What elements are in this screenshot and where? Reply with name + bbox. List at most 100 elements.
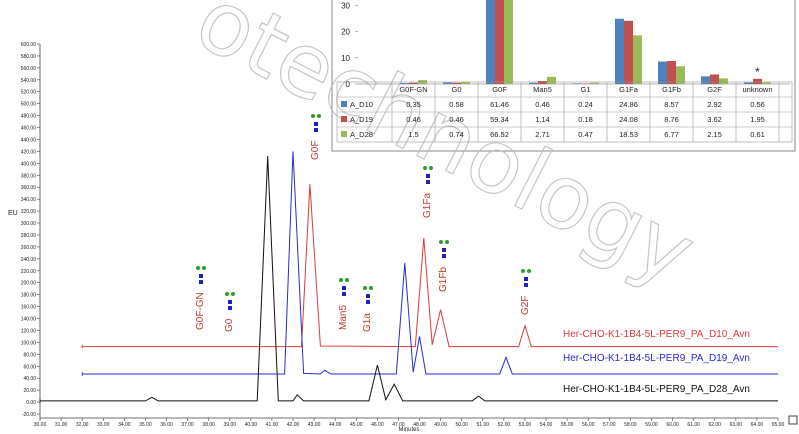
legend-label: Her-CHO-K1-1B4-5L-PER9_PA_D28_Avn — [563, 384, 750, 395]
table-value: 0.46 — [535, 100, 550, 109]
glycan-icon — [366, 300, 370, 304]
y-tick-label: 40.00 — [23, 376, 36, 382]
y-tick-label: 380.00 — [21, 173, 37, 179]
category-label: G1Fa — [619, 85, 639, 94]
table-value: 0.46 — [406, 115, 421, 124]
table-value: 0.35 — [406, 100, 421, 109]
bar — [486, 0, 495, 85]
x-tick-label: 63.00 — [730, 422, 743, 428]
x-tick-label: 37.00 — [181, 422, 194, 428]
y-tick-label: -20.00 — [22, 412, 36, 418]
peak-label: G0 — [224, 318, 235, 332]
glycan-icon — [199, 280, 203, 284]
trace-line — [40, 156, 778, 402]
x-tick-label: 40.00 — [245, 422, 258, 428]
peak-label: G1a — [362, 313, 373, 332]
glycan-icon — [521, 269, 525, 273]
bar — [443, 82, 452, 84]
y-tick-label: 280.00 — [21, 233, 37, 239]
glycan-icon — [311, 114, 315, 118]
x-tick-label: 44.00 — [329, 422, 342, 428]
y-tick-label: 20 — [341, 28, 350, 37]
table-value: 1.95 — [750, 115, 765, 124]
y-tick-label: 320.00 — [21, 209, 37, 215]
glycan-icon — [369, 286, 373, 290]
glycan-icon — [439, 240, 443, 244]
category-label: G0F — [492, 85, 507, 94]
y-tick-label: 340.00 — [21, 197, 37, 203]
glycan-icon — [225, 292, 229, 296]
table-value: 0.46 — [449, 115, 464, 124]
table-value: 61.46 — [490, 100, 509, 109]
bar — [701, 76, 710, 84]
x-tick-label: 42.00 — [287, 422, 300, 428]
peak-label: G1Fa — [422, 193, 433, 218]
x-tick-label: 64.00 — [751, 422, 764, 428]
y-tick-label: 540.00 — [21, 78, 37, 84]
bar — [744, 82, 753, 84]
y-tick-label: 460.00 — [21, 126, 37, 132]
glycan-icon — [228, 300, 232, 304]
x-tick-label: 32.00 — [76, 422, 89, 428]
x-tick-label: 53.00 — [519, 422, 532, 428]
category-label: unknown — [742, 85, 772, 94]
category-label: G0F-GN — [399, 85, 427, 94]
glycan-icon — [342, 286, 346, 290]
glycan-icon — [314, 122, 318, 126]
x-tick-label: 58.00 — [624, 422, 637, 428]
table-value: 8.57 — [664, 100, 679, 109]
x-tick-label: 54.00 — [540, 422, 553, 428]
table-value: 18.53 — [619, 130, 638, 139]
y-tick-label: 580.00 — [21, 54, 37, 60]
y-tick-label: 500.00 — [21, 102, 37, 108]
x-tick-label: 36.00 — [160, 422, 173, 428]
x-tick-label: 60.00 — [666, 422, 679, 428]
bar — [667, 61, 676, 84]
peak-label: Man5 — [338, 305, 349, 330]
x-tick-label: 39.00 — [224, 422, 237, 428]
y-tick-label: 480.00 — [21, 114, 37, 120]
x-tick-label: 52.00 — [498, 422, 511, 428]
x-tick-label: 50.00 — [455, 422, 468, 428]
y-tick-label: 160.00 — [21, 305, 37, 311]
x-tick-label: 45.00 — [350, 422, 363, 428]
bar — [529, 82, 538, 84]
y-tick-label: 30 — [341, 1, 350, 10]
peak-label: G2F — [520, 296, 531, 315]
y-tick-label: 180.00 — [21, 293, 37, 299]
bar — [572, 83, 581, 84]
y-tick-label: 520.00 — [21, 90, 37, 96]
glycan-icon — [202, 266, 206, 270]
y-tick-label: 360.00 — [21, 185, 37, 191]
bar — [495, 0, 504, 84]
glycan-icon — [445, 240, 449, 244]
x-tick-label: 46.00 — [371, 422, 384, 428]
x-tick-label: 41.00 — [266, 422, 279, 428]
bar-annotation: * — [755, 65, 760, 79]
legend-label: A_D10 — [350, 100, 373, 109]
x-tick-label: 31.00 — [55, 422, 68, 428]
glycan-icon — [423, 166, 427, 170]
y-tick-label: 100.00 — [21, 340, 37, 346]
legend-swatch — [341, 131, 347, 137]
bar — [624, 20, 633, 84]
table-value: 66.52 — [490, 130, 509, 139]
category-label: Man5 — [533, 85, 552, 94]
category-label: G2F — [707, 85, 722, 94]
glycan-icon — [527, 269, 531, 273]
table-value: 0.61 — [750, 130, 765, 139]
legend-swatch — [341, 101, 347, 107]
bar — [452, 82, 461, 84]
legend-label: A_D28 — [350, 130, 373, 139]
y-tick-label: 10 — [341, 54, 350, 63]
peak-label: G0F — [310, 141, 321, 160]
y-tick-label: 140.00 — [21, 317, 37, 323]
legend-label: Her-CHO-K1-1B4-5L-PER9_PA_D19_Avn — [563, 353, 750, 364]
y-tick-label: 560.00 — [21, 66, 37, 72]
bar — [633, 35, 642, 84]
y-tick-label: 0.00 — [26, 400, 36, 406]
x-tick-label: 56.00 — [582, 422, 595, 428]
legend-label: A_D19 — [350, 115, 373, 124]
bar — [538, 81, 547, 84]
table-value: 24.86 — [619, 100, 638, 109]
